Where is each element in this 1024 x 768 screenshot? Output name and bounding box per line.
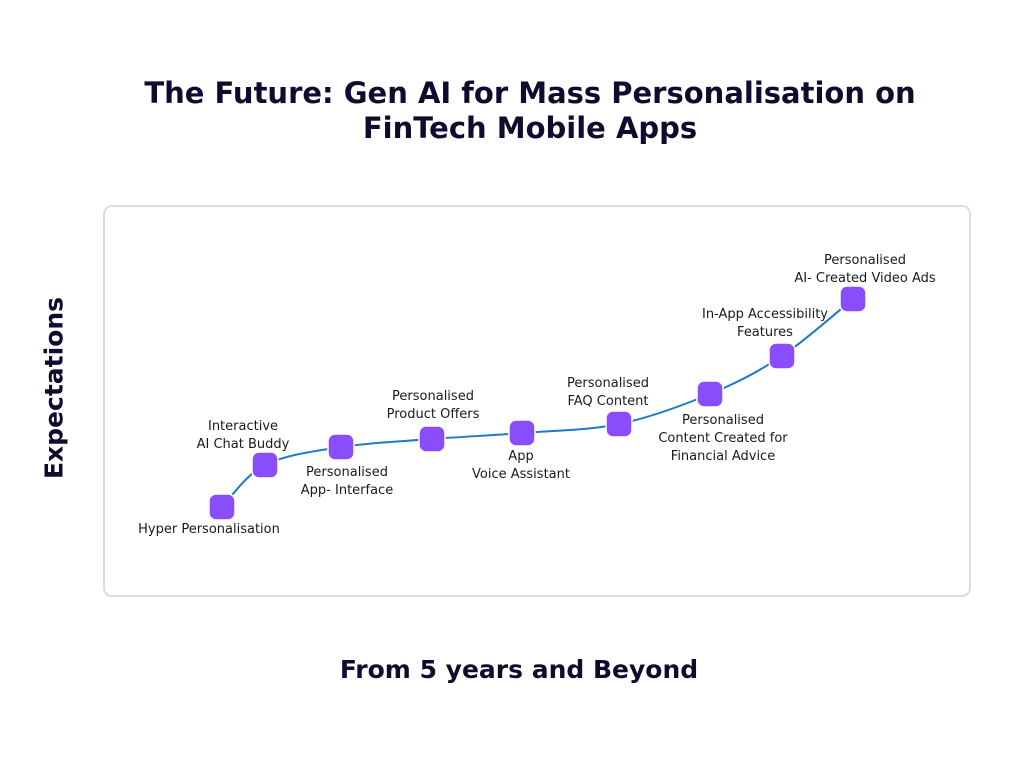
milestone-labels: Hyper Personalisation Interactive AI Chat … <box>138 253 936 537</box>
milestone-node-4 <box>418 425 446 453</box>
milestone-label-7-line-2: Content Created for <box>658 431 788 446</box>
milestone-label-6-line-2: FAQ Content <box>567 394 648 409</box>
x-axis-label: From 5 years and Beyond <box>339 655 699 684</box>
milestone-node-9 <box>839 285 867 313</box>
page-title-line-1: The Future: Gen AI for Mass Personalisat… <box>144 76 916 110</box>
milestone-label-1-line-1: Hyper Personalisation <box>138 522 280 537</box>
milestone-label-7: Personalised Content Created for Financial… <box>658 413 788 464</box>
milestone-label-8-line-1: In-App Accessibility <box>702 307 828 322</box>
page-title: The Future: Gen AI for Mass Personalisat… <box>0 76 1024 146</box>
milestone-label-6-line-1: Personalised <box>567 376 649 391</box>
milestone-label-2-line-1: Interactive <box>208 419 278 434</box>
y-axis-label: Expectations <box>39 296 69 480</box>
milestone-node-6 <box>605 410 633 438</box>
milestone-label-7-line-3: Financial Advice <box>671 449 775 464</box>
milestone-label-8: In-App Accessibility Features <box>702 307 828 340</box>
milestone-label-9-line-1: Personalised <box>824 253 906 268</box>
milestone-nodes <box>208 285 867 521</box>
milestone-label-9: Personalised AI- Created Video Ads <box>794 253 936 286</box>
milestone-node-8 <box>768 342 796 370</box>
diagram-panel <box>103 205 971 597</box>
milestone-label-4: Personalised Product Offers <box>387 389 480 422</box>
milestone-label-5: App Voice Assistant <box>472 449 570 482</box>
milestone-node-2 <box>251 451 279 479</box>
milestone-node-5 <box>508 419 536 447</box>
milestone-label-8-line-2: Features <box>737 325 793 340</box>
milestone-label-9-line-2: AI- Created Video Ads <box>794 271 936 286</box>
milestone-label-2-line-2: AI Chat Buddy <box>197 437 290 452</box>
milestone-node-1 <box>208 493 236 521</box>
milestone-label-5-line-2: Voice Assistant <box>472 467 570 482</box>
milestone-label-5-line-1: App <box>508 449 533 464</box>
milestone-label-3-line-1: Personalised <box>306 465 388 480</box>
milestone-label-3-line-2: App- Interface <box>301 483 393 498</box>
milestone-label-4-line-1: Personalised <box>392 389 474 404</box>
milestone-label-1: Hyper Personalisation <box>138 522 280 537</box>
milestone-label-7-line-1: Personalised <box>682 413 764 428</box>
page-title-line-2: FinTech Mobile Apps <box>362 111 698 145</box>
milestone-node-3 <box>327 433 355 461</box>
milestone-label-6: Personalised FAQ Content <box>567 376 649 409</box>
milestone-node-7 <box>696 380 724 408</box>
milestone-label-4-line-2: Product Offers <box>387 407 480 422</box>
milestone-label-3: Personalised App- Interface <box>301 465 393 498</box>
milestone-label-2: Interactive AI Chat Buddy <box>197 419 290 452</box>
